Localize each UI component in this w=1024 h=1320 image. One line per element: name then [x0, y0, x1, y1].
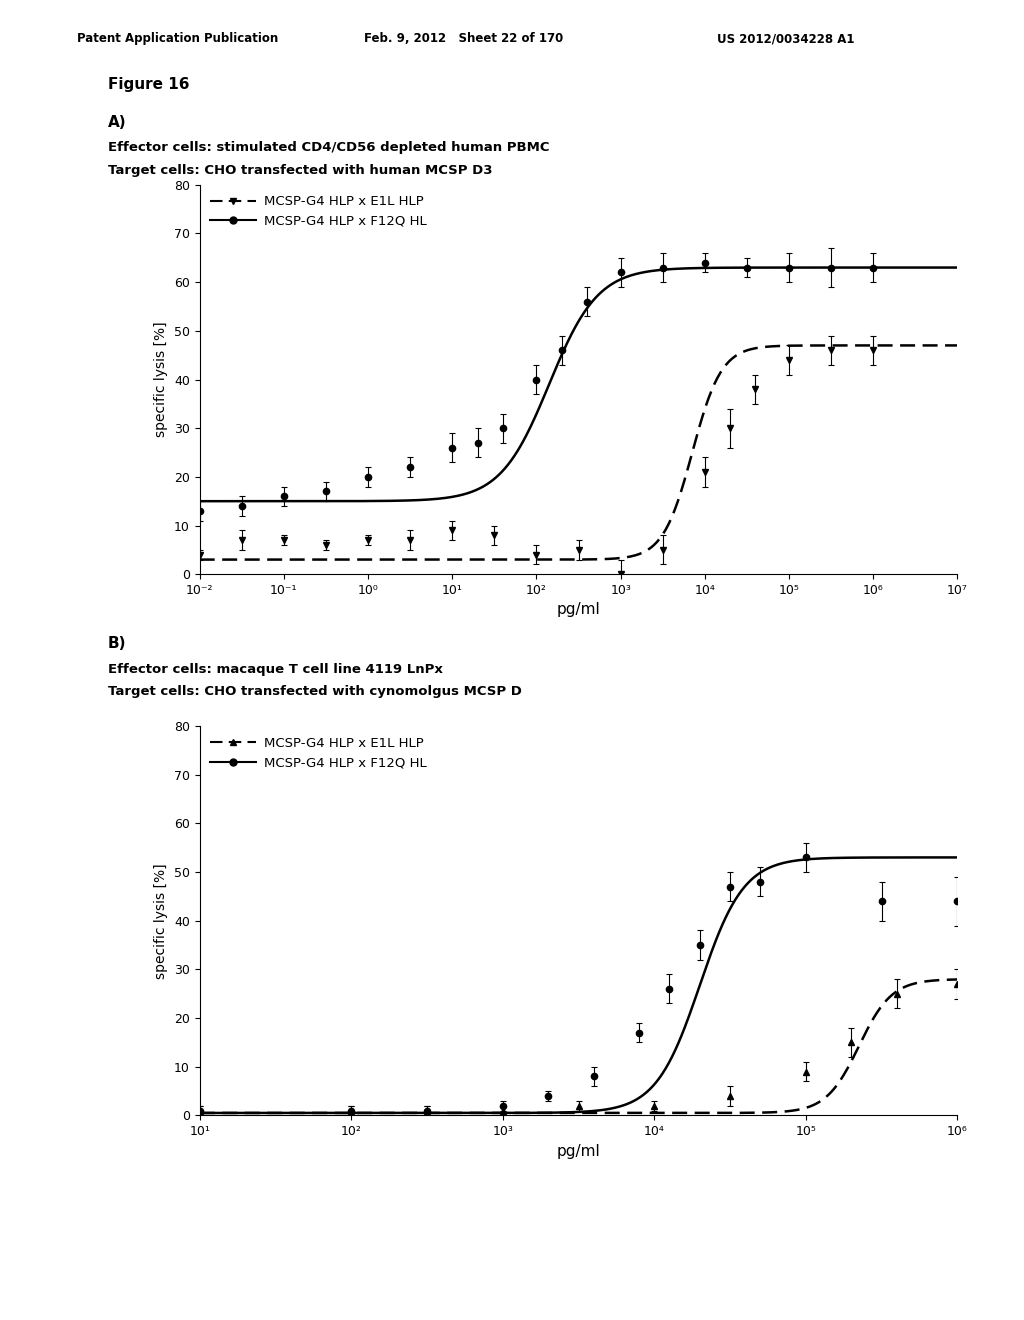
Text: Effector cells: stimulated CD4/CD56 depleted human PBMC: Effector cells: stimulated CD4/CD56 depl…	[108, 141, 549, 154]
Text: Patent Application Publication: Patent Application Publication	[77, 32, 279, 45]
Text: Target cells: CHO transfected with human MCSP D3: Target cells: CHO transfected with human…	[108, 164, 492, 177]
Text: Target cells: CHO transfected with cynomolgus MCSP D: Target cells: CHO transfected with cynom…	[108, 685, 521, 698]
Y-axis label: specific lysis [%]: specific lysis [%]	[155, 863, 168, 978]
X-axis label: pg/ml: pg/ml	[557, 602, 600, 618]
Text: US 2012/0034228 A1: US 2012/0034228 A1	[717, 32, 854, 45]
Legend: MCSP-G4 HLP x E1L HLP, MCSP-G4 HLP x F12Q HL: MCSP-G4 HLP x E1L HLP, MCSP-G4 HLP x F12…	[206, 733, 431, 774]
Text: B): B)	[108, 636, 126, 651]
Legend: MCSP-G4 HLP x E1L HLP, MCSP-G4 HLP x F12Q HL: MCSP-G4 HLP x E1L HLP, MCSP-G4 HLP x F12…	[206, 191, 431, 232]
X-axis label: pg/ml: pg/ml	[557, 1143, 600, 1159]
Text: A): A)	[108, 115, 126, 129]
Text: Figure 16: Figure 16	[108, 77, 189, 91]
Text: Feb. 9, 2012   Sheet 22 of 170: Feb. 9, 2012 Sheet 22 of 170	[364, 32, 563, 45]
Y-axis label: specific lysis [%]: specific lysis [%]	[155, 322, 168, 437]
Text: Effector cells: macaque T cell line 4119 LnPx: Effector cells: macaque T cell line 4119…	[108, 663, 442, 676]
